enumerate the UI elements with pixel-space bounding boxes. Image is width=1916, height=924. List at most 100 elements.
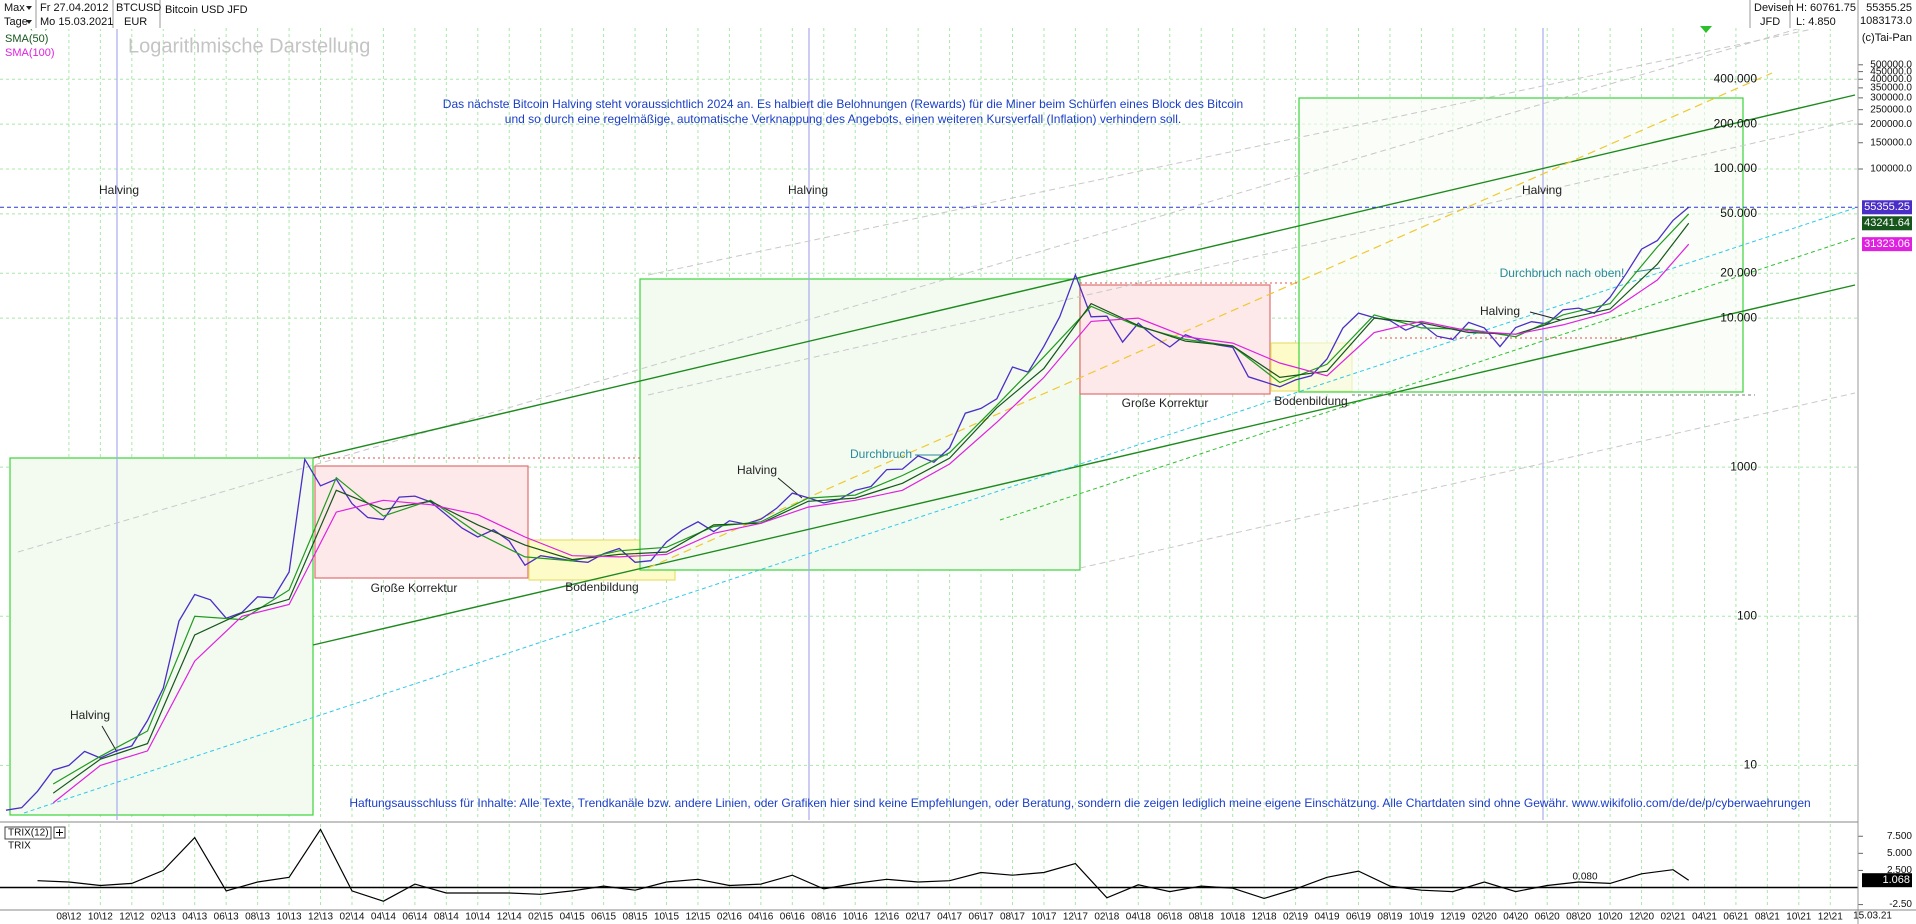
y2-tick-label: 500000.0 [1870,59,1912,70]
x-tick-label: 04\19 [1315,912,1340,923]
high: H: 60761.75 [1796,2,1856,14]
x-tick-label: 08\19 [1377,912,1402,923]
x-tick-label: 04\15 [560,912,585,923]
annotation: und so durch eine regelmäßige, automatis… [505,112,1181,126]
y-tick-label: 10 [1744,758,1758,772]
trend-line [312,94,1856,459]
dropdown-arrow[interactable] [26,20,32,24]
x-tick-label: 12\15 [685,912,710,923]
value-label: 31323.06 [1864,238,1910,250]
x-tick-label: 08\15 [623,912,648,923]
x-tick-label: 12\21 [1818,912,1843,923]
currency: EUR [124,16,147,28]
x-tick-label: 08\12 [56,912,81,923]
value-box [1862,237,1912,252]
arrow [1633,267,1661,273]
value-label: 43241.64 [1864,217,1910,229]
x-tick-label: 04\16 [748,912,773,923]
x-tick-label: 08\18 [1189,912,1214,923]
plus-icon [56,829,63,836]
y2-tick-label: 150000.0 [1870,137,1912,148]
indicator-series-name: TRIX [8,841,31,852]
y-tick-label: 50.000 [1720,206,1757,220]
volume: 1083173.0 [1860,15,1912,27]
marker-triangle [1700,26,1712,33]
annotation: 0.080 [1572,872,1597,883]
annotation: Halving [1522,183,1562,197]
x-tick-label: 12\16 [874,912,899,923]
start-date: Fr 27.04.2012 [40,2,109,14]
annotation: Halving [1480,304,1520,318]
annotation: Durchbruch nach oben! [1500,266,1625,280]
annotation: Das nächste Bitcoin Halving steht voraus… [443,97,1243,111]
x-tick-label: 12\14 [497,912,522,923]
annotation: Halving [70,708,110,722]
box [1298,97,1744,393]
value-label: 1.068 [1882,874,1910,886]
value-label: 55355.25 [1864,201,1910,213]
trend-line [23,207,1856,814]
arrow [101,725,118,753]
x-tick-label: 10\21 [1786,912,1811,923]
x-tick-label: 02\19 [1283,912,1308,923]
x-tick-label: 04\18 [1126,912,1151,923]
legend-entry: SMA(100) [5,47,55,59]
trend-line [17,11,1856,553]
x-tick-label: 06\16 [780,912,805,923]
series-line [37,828,1690,902]
annotation: Halving [737,463,777,477]
y2-tick-label: 450000.0 [1870,66,1912,77]
copyright: (c)Tai-Pan [1862,32,1912,44]
y2-tick-label: 400000.0 [1870,74,1912,85]
chart-title: Bitcoin USD JFD [165,4,248,16]
x-tick-label: 10\14 [465,912,490,923]
indicator-box[interactable] [4,826,52,840]
x-tick-label: 08\20 [1566,912,1591,923]
x-tick-label: 04\14 [371,912,396,923]
indicator-title: TRIX(12) [8,828,49,839]
value-box [1862,873,1912,888]
y-tick-label: 400.000 [1714,71,1758,85]
y-tick-label: 100 [1737,608,1757,622]
legend-entry: SMA(50) [5,33,48,45]
x-tick-label: 08\13 [245,912,270,923]
x-tick-label: 08\21 [1755,912,1780,923]
trend-line [312,284,1856,646]
boxes [9,97,1744,816]
y2-tick-label: 100000.0 [1870,164,1912,175]
x-tick-label: 06\17 [969,912,994,923]
y-tick-label: 1000 [1730,459,1757,473]
y-tick-label: 20.000 [1720,265,1757,279]
x-tick-label: 10\16 [843,912,868,923]
series-line [52,243,1690,804]
x-tick-label: 10\19 [1409,912,1434,923]
x-tick-label: 04\21 [1692,912,1717,923]
x-tick-label: 10\15 [654,912,679,923]
trend-line [999,237,1856,521]
series-line [52,213,1690,785]
x-tick-label: 10\13 [277,912,302,923]
x-tick-label: 10\20 [1598,912,1623,923]
x-tick-label: 06\13 [214,912,239,923]
x-tick-label: 12\19 [1440,912,1465,923]
annotation: Halving [788,183,828,197]
annotation: Große Korrektur [371,581,458,595]
halving-lines [116,28,1544,820]
range-select[interactable]: Max [4,2,25,14]
box [314,465,529,579]
last-price: 55355.25 [1866,2,1912,14]
dropdown-arrow[interactable] [26,6,32,10]
x-tick-label: 12\20 [1629,912,1654,923]
x-tick-label: 08\14 [434,912,459,923]
x-tick-label: 10\18 [1220,912,1245,923]
trend-line [647,72,1773,569]
x-tick-label: 08\17 [1000,912,1025,923]
x-tick-label: 02\15 [528,912,553,923]
symbol: BTCUSD [116,2,161,14]
annotation: Logarithmische Darstellung [128,35,370,57]
interval-select[interactable]: Tage [4,16,28,28]
y2-tick-label: 350000.0 [1870,83,1912,94]
broker: JFD [1760,16,1780,28]
header-separators [35,0,1859,924]
header-box [1745,0,1916,29]
